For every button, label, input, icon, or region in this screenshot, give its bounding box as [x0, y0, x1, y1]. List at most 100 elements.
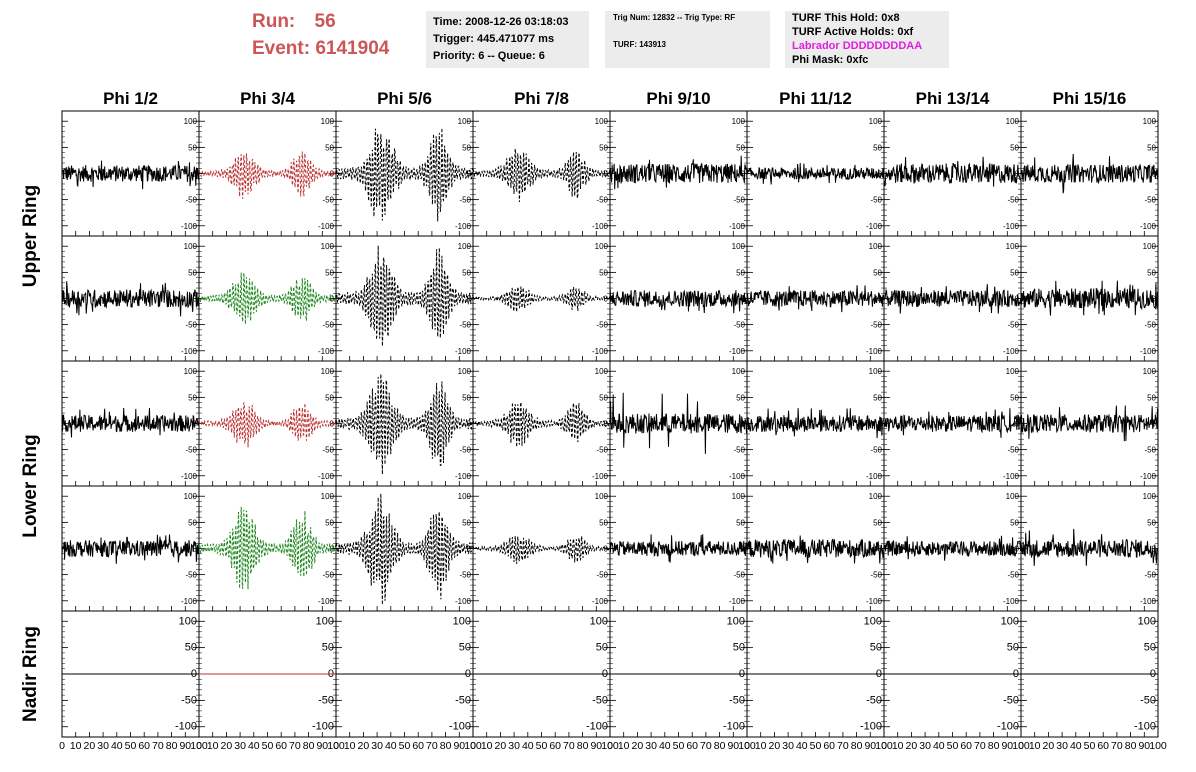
x-tick-label: 70 — [837, 740, 849, 752]
y-tick-label: -100 — [449, 721, 471, 733]
waveform-line — [61, 281, 200, 317]
y-tick-label: 100 — [184, 117, 198, 126]
y-tick-label: 100 — [458, 492, 472, 501]
x-tick-label: 60 — [686, 740, 698, 752]
y-tick-label: -50 — [596, 571, 608, 580]
waveform-line — [198, 506, 337, 590]
y-tick-label: 100 — [316, 615, 334, 627]
y-tick-label: 50 — [733, 642, 745, 654]
y-tick-label: 100 — [869, 117, 883, 126]
waveform-line — [1020, 528, 1159, 566]
column-title: Phi 9/10 — [646, 89, 710, 108]
y-tick-label: 100 — [869, 492, 883, 501]
x-tick-label: 90 — [727, 740, 739, 752]
trig-panel: Trig Num: 12832 -- Trig Type: RF TURF: 1… — [605, 11, 770, 68]
y-tick-label: 50 — [736, 518, 745, 527]
x-tick-label: 100 — [464, 740, 482, 752]
y-tick-label: 100 — [595, 367, 609, 376]
waveform-line — [198, 402, 337, 448]
y-tick-label: 50 — [1010, 143, 1019, 152]
x-tick-label: 80 — [577, 740, 589, 752]
y-tick-label: -100 — [455, 472, 472, 481]
y-tick-label: 50 — [462, 393, 471, 402]
y-tick-label: 50 — [873, 393, 882, 402]
x-tick-label: 50 — [947, 740, 959, 752]
run-event-info: Run: 56 Event: 6141904 — [252, 8, 422, 62]
y-tick-label: 0 — [1152, 170, 1157, 179]
y-tick-label: 100 — [595, 117, 609, 126]
y-tick-label: 50 — [873, 143, 882, 152]
y-tick-label: 100 — [595, 242, 609, 251]
y-tick-label: 100 — [1143, 367, 1157, 376]
x-tick-label: 90 — [453, 740, 465, 752]
x-tick-label: 30 — [371, 740, 383, 752]
x-tick-label: 50 — [673, 740, 685, 752]
x-tick-label: 70 — [289, 740, 301, 752]
waveform-line — [746, 408, 885, 439]
y-tick-label: -100 — [1003, 597, 1020, 606]
y-tick-label: -100 — [181, 222, 198, 231]
y-tick-label: 50 — [596, 642, 608, 654]
y-tick-label: -50 — [870, 446, 882, 455]
y-tick-label: 100 — [864, 615, 882, 627]
y-tick-label: 50 — [1010, 268, 1019, 277]
y-tick-label: -100 — [1140, 597, 1157, 606]
x-tick-label: 30 — [1056, 740, 1068, 752]
run-label: Run: — [252, 11, 296, 32]
panel-frame — [198, 485, 337, 612]
waveform-line — [1020, 153, 1159, 194]
y-tick-label: 50 — [325, 268, 334, 277]
y-tick-label: 100 — [1006, 242, 1020, 251]
x-tick-label: 50 — [536, 740, 548, 752]
x-tick-label: 70 — [1111, 740, 1123, 752]
y-tick-label: -50 — [1144, 321, 1156, 330]
x-tick-label: 40 — [659, 740, 671, 752]
y-tick-label: 50 — [325, 393, 334, 402]
y-tick-label: -50 — [459, 321, 471, 330]
row-label: Upper Ring — [20, 185, 41, 287]
waveform-line — [61, 534, 200, 564]
y-tick-label: 100 — [732, 492, 746, 501]
y-tick-label: 100 — [732, 117, 746, 126]
y-tick-label: 100 — [1143, 117, 1157, 126]
x-tick-label: 50 — [1084, 740, 1096, 752]
x-tick-label: 20 — [221, 740, 233, 752]
y-tick-label: 0 — [1152, 545, 1157, 554]
y-tick-label: -50 — [322, 321, 334, 330]
y-tick-label: 100 — [1006, 367, 1020, 376]
y-tick-label: 100 — [321, 242, 335, 251]
y-tick-label: 50 — [873, 268, 882, 277]
y-tick-label: -100 — [1003, 222, 1020, 231]
waveform-line — [198, 272, 337, 325]
x-tick-label: 60 — [412, 740, 424, 752]
y-tick-label: 50 — [1010, 518, 1019, 527]
column-title: Phi 15/16 — [1053, 89, 1127, 108]
x-tick-label: 50 — [399, 740, 411, 752]
y-tick-label: -100 — [1140, 347, 1157, 356]
turf-active-text: TURF Active Holds: 0xf — [792, 26, 914, 38]
y-tick-label: 100 — [453, 615, 471, 627]
y-tick-label: -50 — [1007, 196, 1019, 205]
waveform-line — [746, 162, 885, 185]
priority-text: Priority: 6 -- Queue: 6 — [433, 50, 545, 62]
waveform-line — [883, 535, 1022, 561]
y-tick-label: -100 — [592, 472, 609, 481]
column-title: Phi 1/2 — [103, 89, 158, 108]
y-tick-label: 0 — [741, 170, 746, 179]
y-tick-label: -100 — [455, 347, 472, 356]
x-tick-label: 0 — [333, 740, 339, 752]
trig-num-text: Trig Num: 12832 -- Trig Type: RF — [613, 13, 736, 22]
y-tick-label: 50 — [325, 518, 334, 527]
waveform-line — [609, 534, 748, 563]
y-tick-label: 50 — [462, 268, 471, 277]
y-tick-label: 100 — [184, 492, 198, 501]
y-tick-label: 100 — [590, 615, 608, 627]
y-tick-label: -50 — [1007, 321, 1019, 330]
y-tick-label: 100 — [458, 242, 472, 251]
y-tick-label: -50 — [322, 571, 334, 580]
waveform-line — [746, 535, 885, 564]
y-tick-label: -50 — [870, 321, 882, 330]
y-tick-label: 0 — [193, 545, 198, 554]
waveform-line — [472, 148, 611, 203]
